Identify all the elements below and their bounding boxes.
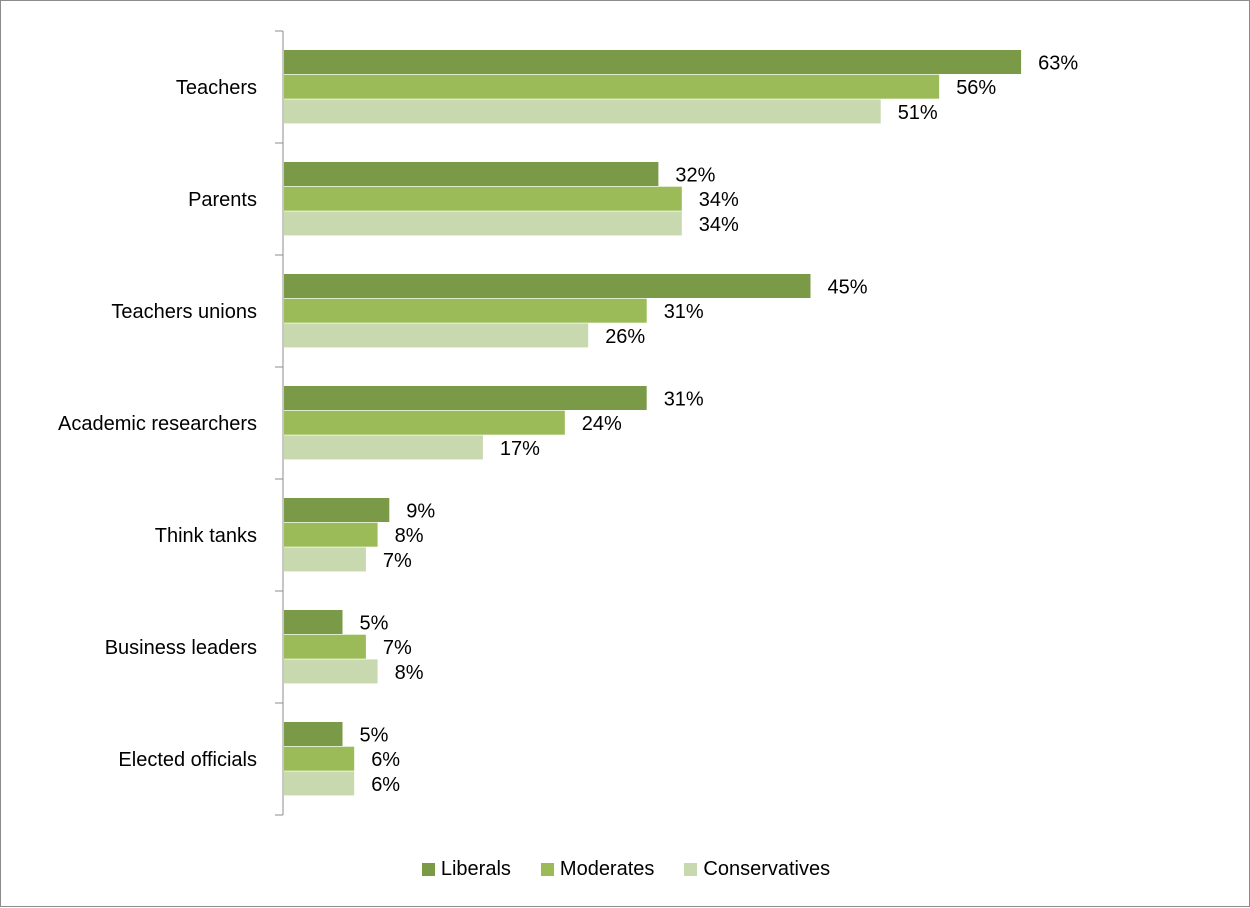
bar-liberals (284, 50, 1022, 74)
legend-label: Conservatives (703, 857, 831, 880)
category-label: Business leaders (105, 637, 257, 659)
category-label: Teachers (176, 77, 257, 99)
bar-moderates (284, 634, 366, 659)
legend-item-conservatives: Conservatives (684, 858, 830, 881)
bar-liberals (284, 610, 343, 634)
bar-moderates (284, 746, 355, 771)
bar-conservatives (284, 211, 682, 236)
legend-swatch (684, 862, 698, 876)
data-label: 31% (664, 301, 704, 323)
data-label: 7% (383, 637, 412, 659)
data-label: 34% (699, 189, 739, 211)
bar-moderates (284, 522, 378, 547)
data-label: 17% (500, 438, 540, 460)
bar-liberals (284, 386, 647, 410)
data-label: 31% (664, 388, 704, 410)
category-labels: Teachers Parents Teachers unions Academic r… (58, 77, 257, 771)
data-label: 63% (1038, 52, 1078, 74)
category-label: Think tanks (155, 525, 257, 547)
data-label: 5% (360, 612, 389, 634)
bar-conservatives (284, 771, 355, 796)
legend-swatch (540, 862, 554, 876)
bar-moderates (284, 410, 565, 435)
category-label: Parents (188, 189, 257, 211)
data-label: 34% (699, 214, 739, 236)
bar-liberals (284, 722, 343, 746)
bar-conservatives (284, 435, 483, 460)
bar-liberals (284, 498, 390, 522)
bar-liberals (284, 274, 811, 298)
data-label: 6% (371, 749, 400, 771)
data-label: 8% (395, 662, 424, 684)
data-label: 7% (383, 550, 412, 572)
data-label: 6% (371, 774, 400, 796)
category-label: Academic researchers (58, 413, 257, 435)
bar-moderates (284, 298, 647, 323)
data-label: 24% (582, 413, 622, 435)
data-labels: 63% 56% 51% 32% 34% 34% 45% 31% 26% 31% 24% 17% 9% 8%… (360, 52, 1079, 795)
bar-conservatives (284, 323, 589, 348)
category-label: Elected officials (118, 749, 257, 771)
category-label: Teachers unions (111, 301, 257, 323)
bar-moderates (284, 186, 682, 211)
data-label: 56% (956, 77, 996, 99)
legend-label: Liberals (440, 857, 511, 880)
bar-moderates (284, 74, 940, 99)
bars (284, 50, 1022, 796)
data-label: 32% (675, 164, 715, 186)
data-label: 9% (406, 500, 435, 522)
bar-conservatives (284, 547, 366, 572)
data-label: 45% (828, 276, 868, 298)
bar-conservatives (284, 99, 881, 124)
data-label: 8% (395, 525, 424, 547)
data-label: 26% (605, 326, 645, 348)
legend-item-liberals: Liberals (421, 857, 511, 881)
legend-label: Moderates (559, 857, 655, 880)
bar-conservatives (284, 659, 378, 684)
legend: Liberals Moderates Conservatives (1, 855, 1250, 883)
bar-liberals (284, 162, 659, 186)
legend-item-moderates: Moderates (540, 857, 655, 881)
legend-swatch (421, 862, 435, 876)
category-axis (275, 30, 284, 816)
data-label: 5% (360, 724, 389, 746)
data-label: 51% (898, 102, 938, 124)
